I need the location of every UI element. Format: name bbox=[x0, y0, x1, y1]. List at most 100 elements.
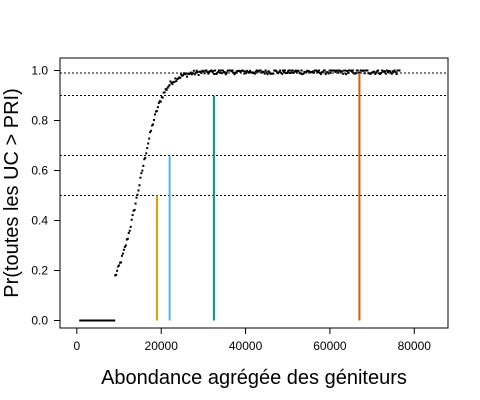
data-point bbox=[384, 72, 387, 75]
data-point bbox=[219, 69, 222, 72]
data-point bbox=[185, 72, 188, 75]
data-point bbox=[130, 218, 133, 221]
data-point bbox=[135, 196, 138, 199]
data-point bbox=[253, 72, 256, 75]
data-point bbox=[313, 71, 316, 74]
data-point bbox=[155, 110, 158, 113]
data-point bbox=[120, 254, 123, 257]
data-point bbox=[326, 71, 329, 74]
data-point bbox=[328, 69, 331, 72]
data-point bbox=[180, 73, 183, 76]
data-point bbox=[173, 80, 176, 83]
data-point bbox=[394, 71, 397, 74]
data-point bbox=[205, 69, 208, 72]
data-point bbox=[300, 69, 303, 72]
data-point bbox=[254, 70, 257, 73]
data-point bbox=[245, 72, 248, 75]
data-point bbox=[383, 70, 386, 73]
data-point bbox=[281, 72, 284, 75]
y-tick-label: 0.2 bbox=[31, 264, 48, 278]
data-point bbox=[152, 118, 155, 121]
data-point bbox=[323, 69, 326, 72]
data-point bbox=[288, 71, 291, 74]
data-point bbox=[126, 237, 129, 240]
data-point bbox=[213, 72, 216, 75]
data-point bbox=[203, 72, 206, 75]
data-point bbox=[152, 123, 155, 126]
data-point bbox=[282, 69, 285, 72]
data-point bbox=[174, 77, 177, 80]
y-tick-label: 0.0 bbox=[31, 314, 48, 328]
data-point bbox=[131, 214, 134, 217]
data-point bbox=[336, 69, 339, 72]
data-point bbox=[119, 261, 122, 264]
plot-frame bbox=[59, 57, 449, 329]
data-point bbox=[137, 189, 140, 192]
data-point bbox=[266, 73, 269, 76]
data-point bbox=[317, 69, 320, 72]
data-point bbox=[386, 71, 389, 74]
data-point bbox=[122, 248, 125, 251]
data-point bbox=[217, 71, 220, 74]
data-point bbox=[179, 76, 182, 79]
data-point bbox=[381, 69, 384, 72]
data-point bbox=[116, 269, 119, 272]
data-point bbox=[142, 164, 145, 167]
data-point bbox=[147, 142, 150, 145]
data-point bbox=[356, 69, 359, 72]
data-point bbox=[169, 80, 172, 83]
data-point bbox=[347, 71, 350, 74]
data-point bbox=[242, 69, 245, 72]
data-point bbox=[140, 172, 143, 175]
x-tick-label: 20000 bbox=[145, 339, 179, 353]
data-point bbox=[321, 71, 324, 74]
y-tick-label: 0.4 bbox=[31, 214, 48, 228]
y-tick-label: 0.8 bbox=[31, 114, 48, 128]
data-point bbox=[175, 80, 178, 83]
data-point bbox=[216, 72, 219, 75]
x-tick-label: 80000 bbox=[398, 339, 432, 353]
data-point bbox=[263, 72, 266, 75]
data-point bbox=[249, 69, 252, 72]
data-point bbox=[206, 71, 209, 74]
x-axis: 0 20000 40000 60000 80000 bbox=[74, 328, 432, 353]
data-point bbox=[299, 72, 302, 75]
reference-lines bbox=[60, 72, 448, 196]
data-point bbox=[264, 69, 267, 72]
data-point bbox=[316, 71, 319, 74]
data-point bbox=[163, 91, 166, 94]
data-point bbox=[395, 73, 398, 76]
data-point bbox=[193, 73, 196, 76]
data-point bbox=[292, 71, 295, 74]
data-point bbox=[393, 69, 396, 72]
data-point bbox=[225, 71, 228, 74]
data-point bbox=[275, 69, 278, 72]
data-point bbox=[210, 69, 213, 72]
data-point bbox=[232, 71, 235, 74]
data-point bbox=[280, 71, 283, 74]
data-point bbox=[144, 156, 147, 159]
data-point bbox=[136, 193, 139, 196]
data-point bbox=[234, 71, 237, 74]
data-point bbox=[233, 73, 236, 76]
data-point bbox=[151, 124, 154, 127]
data-point bbox=[115, 273, 118, 276]
y-axis-title: Pr(toutes les UC > PRI) bbox=[1, 88, 23, 298]
data-point bbox=[129, 225, 132, 228]
data-point bbox=[171, 83, 174, 86]
data-point bbox=[194, 71, 197, 74]
data-point bbox=[398, 69, 401, 72]
data-point bbox=[385, 69, 388, 72]
data-point bbox=[156, 106, 159, 109]
data-point bbox=[124, 244, 127, 247]
data-point bbox=[117, 265, 120, 268]
data-point bbox=[185, 75, 188, 78]
data-point bbox=[224, 73, 227, 76]
data-point bbox=[344, 69, 347, 72]
data-point bbox=[149, 131, 152, 134]
data-point bbox=[390, 72, 393, 75]
data-point bbox=[312, 70, 315, 73]
data-point bbox=[127, 232, 130, 235]
data-point bbox=[223, 71, 226, 74]
data-point bbox=[220, 72, 223, 75]
